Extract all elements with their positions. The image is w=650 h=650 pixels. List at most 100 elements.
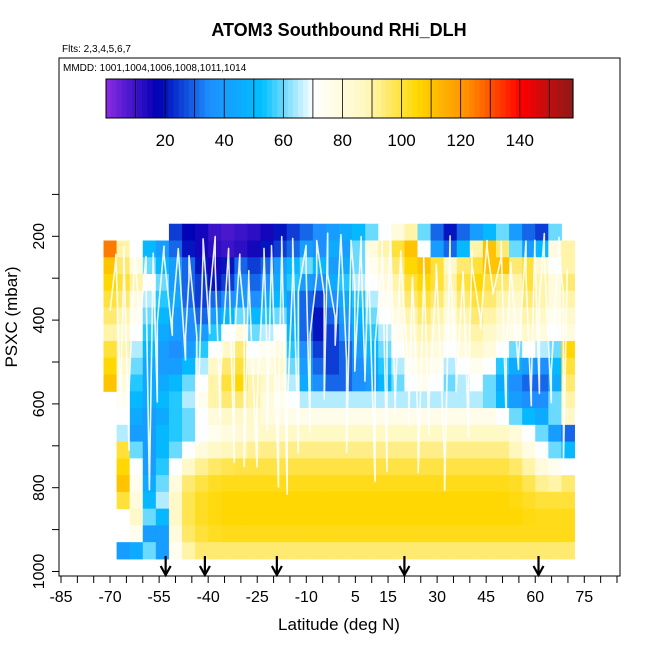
colorbar-segment — [204, 79, 211, 118]
heatmap-cell — [443, 324, 458, 342]
heatmap-cell — [561, 441, 575, 459]
arrow-marker — [159, 556, 172, 578]
arrow-marker — [532, 556, 545, 578]
heatmap-cell — [142, 525, 157, 543]
colorbar-segment — [464, 79, 470, 118]
heatmap-cell — [378, 424, 392, 443]
heatmap-cell — [182, 491, 196, 510]
heatmap-cell — [234, 324, 248, 342]
colorbar-segment — [334, 79, 341, 118]
colorbar-segment — [214, 79, 221, 118]
heatmap-cell — [535, 508, 549, 526]
heatmap-cell — [391, 374, 405, 392]
heatmap-cell — [325, 491, 340, 510]
heatmap-cell — [482, 475, 497, 493]
heatmap-cell — [208, 475, 222, 493]
heatmap-cell — [535, 223, 549, 241]
heatmap-cell — [482, 290, 497, 309]
heatmap-cell — [129, 374, 144, 392]
heatmap-cell — [129, 424, 144, 443]
colorbar-segment — [303, 79, 309, 118]
heatmap-cell — [482, 424, 497, 443]
colorbar-segment — [209, 79, 216, 118]
colorbar-segment — [261, 79, 268, 118]
colorbar-segment — [521, 79, 527, 118]
heatmap-cell — [116, 475, 131, 493]
heatmap-cell — [312, 341, 327, 359]
heatmap-cell — [404, 542, 418, 560]
heatmap-cell — [495, 223, 510, 241]
colorbar-segment — [137, 79, 143, 118]
heatmap-cell — [195, 458, 209, 476]
heatmap-cell — [469, 475, 484, 493]
heatmap-cell — [495, 424, 510, 443]
heatmap-cell — [195, 441, 209, 459]
heatmap-cell — [482, 391, 497, 409]
heatmap-cell — [221, 441, 235, 459]
heatmap-cell — [142, 391, 157, 409]
heatmap-cell — [469, 441, 484, 459]
colorbar-segment — [189, 79, 195, 118]
heatmap-cell — [417, 223, 432, 241]
heatmap-cell — [168, 491, 183, 510]
colorbar-segment — [106, 79, 112, 118]
colorbar-segment — [157, 79, 164, 118]
heatmap-cell — [234, 525, 248, 543]
heatmap-cell — [417, 458, 432, 476]
colorbar-segment — [562, 79, 569, 118]
x-axis-label: Latitude (deg N) — [278, 615, 400, 634]
heatmap-cell — [325, 475, 340, 493]
heatmap-cell — [509, 374, 523, 392]
heatmap-cell — [482, 491, 497, 510]
colorbar-segment — [474, 79, 481, 118]
heatmap-cell — [509, 223, 523, 241]
heatmap-cell — [286, 475, 301, 493]
colorbar-segment — [349, 79, 356, 118]
heatmap-cell — [182, 475, 196, 493]
heatmap-cell — [260, 424, 275, 443]
heatmap-cell — [522, 525, 536, 543]
heatmap-cell — [561, 542, 575, 560]
heatmap-cell — [430, 458, 445, 476]
heatmap-cell — [168, 223, 183, 241]
heatmap-cell — [339, 441, 353, 459]
heatmap-cell — [116, 491, 131, 510]
heatmap-cell — [155, 424, 170, 443]
heatmap-cell — [535, 458, 549, 476]
heatmap-cell — [443, 424, 458, 443]
heatmap-cell — [273, 525, 288, 543]
heatmap-cell — [495, 475, 510, 493]
heatmap-cell — [456, 491, 471, 510]
heatmap-cell — [509, 391, 523, 409]
heatmap-cell — [299, 525, 314, 543]
colorbar-segment — [515, 79, 522, 118]
heatmap-cell — [260, 458, 275, 476]
heatmap-cell — [142, 374, 157, 392]
heatmap-cell — [482, 542, 497, 560]
heatmap-cell — [535, 408, 549, 426]
heatmap-cell — [495, 491, 510, 510]
colorbar-segment — [412, 79, 418, 118]
colorbar-ticks: 20 40 60 80 100 120 140 — [105, 78, 574, 150]
colorbar-segment — [557, 79, 564, 118]
colorbar-segment — [163, 79, 169, 118]
heatmap-cell — [103, 324, 118, 342]
heatmap-cell — [535, 240, 549, 258]
heatmap-cell — [482, 441, 497, 459]
heatmap-cell — [195, 508, 209, 526]
heatmap-cell — [247, 424, 261, 443]
heatmap-cell — [325, 240, 340, 258]
heatmap-cell — [365, 441, 379, 459]
heatmap-cell — [469, 542, 484, 560]
heatmap-cell — [548, 424, 562, 443]
heatmap-cell — [299, 408, 314, 426]
heatmap-cell — [535, 391, 549, 409]
heatmap-cell — [260, 491, 275, 510]
heatmap-cell — [208, 391, 222, 409]
colorbar-segment — [386, 79, 392, 118]
heatmap-cell — [378, 525, 392, 543]
x-tick-label: 30 — [428, 589, 446, 606]
heatmap-cell — [365, 307, 379, 325]
heatmap-cell — [456, 424, 471, 443]
heatmap-cell — [155, 341, 170, 359]
